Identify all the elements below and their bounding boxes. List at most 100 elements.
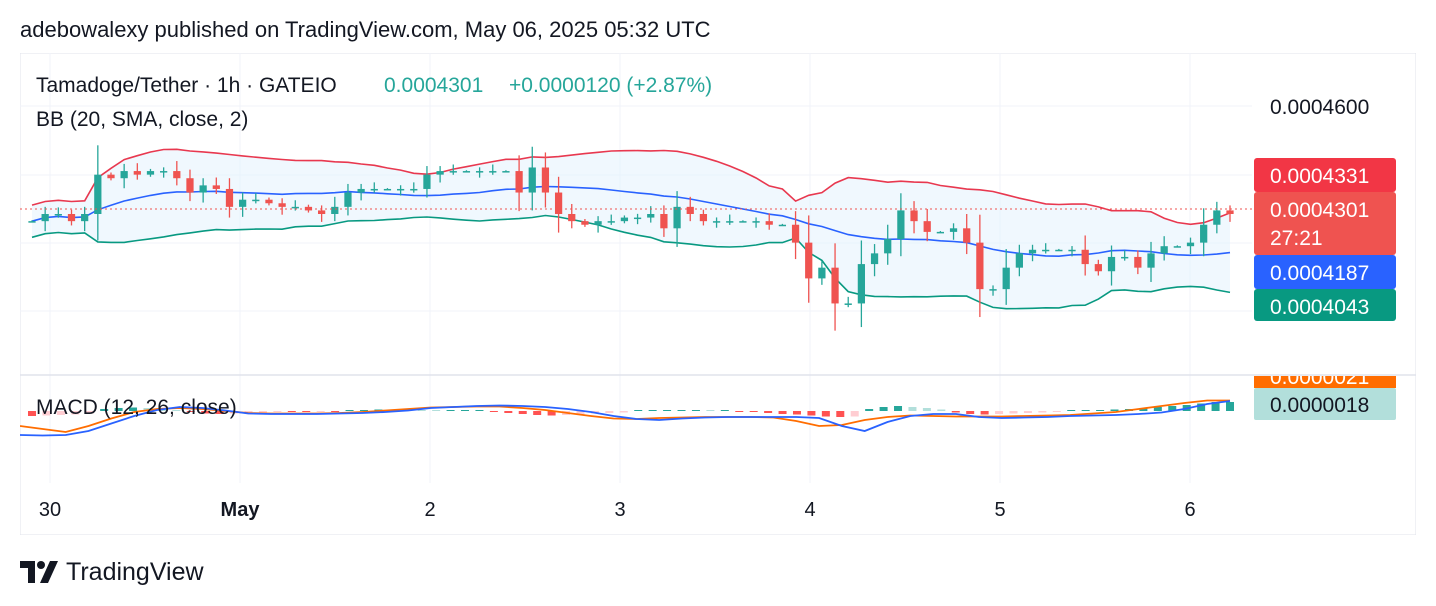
price-axis[interactable]: 0.0004600 0.0004331 0.0004301 27:21 0.000418… [1254, 96, 1396, 420]
candle-body [1186, 242, 1195, 247]
macd-hist-bar [359, 410, 368, 411]
candle-body [554, 192, 563, 214]
bb-upper-price-label: 0.0004331 [1270, 165, 1369, 188]
candle-body [884, 239, 892, 254]
candle-body [1068, 249, 1076, 252]
candle-body [1055, 249, 1063, 252]
macd-hist-bar [648, 410, 657, 411]
candle-body [278, 203, 286, 207]
candle-body [94, 174, 102, 214]
macd-hist-bar [85, 411, 94, 414]
candle-body [423, 174, 431, 189]
price-chart[interactable]: 0.0004600 0.0004331 0.0004301 27:21 0.000418… [19, 52, 1417, 536]
macd-hist-bar [56, 411, 65, 415]
time-axis[interactable]: 30 May 2 3 4 5 6 [39, 499, 1196, 521]
last-price-plate [1254, 192, 1396, 255]
macd-hist-bar [345, 410, 354, 411]
candle-body [1134, 256, 1142, 268]
candle-body [199, 185, 207, 193]
macd-hist-bar [1211, 402, 1220, 411]
candle-body [396, 188, 405, 191]
legend-price: 0.0004301 [384, 74, 483, 97]
macd-hist-bar [172, 410, 181, 411]
macd-hist-bar [432, 410, 441, 411]
candle-body [212, 185, 220, 189]
bb-lower-price-plate [1254, 289, 1396, 321]
candle-body [647, 214, 655, 218]
macd-hist-bar [865, 409, 874, 411]
signal-price-plate [1254, 376, 1396, 388]
macd-hist-bar [1023, 411, 1032, 413]
candle-body [963, 228, 971, 243]
candle-body [541, 167, 550, 193]
macd-hist-bar [720, 410, 729, 411]
candle-body [344, 192, 352, 207]
candle-body [805, 242, 813, 279]
bb-basis-price-label: 0.0004187 [1270, 262, 1369, 285]
candle-body [581, 221, 589, 225]
candle-body [633, 217, 642, 220]
candle-body [318, 210, 326, 214]
macd-hist-bar [1052, 411, 1061, 412]
macd-hist-bar [1081, 410, 1090, 411]
macd-hist-bar [475, 410, 484, 411]
candle-body [1094, 264, 1102, 272]
candle-body [870, 253, 879, 265]
legend-change: +0.0000120 (+2.87%) [509, 74, 712, 97]
macd-hist-bar [749, 411, 758, 412]
chart-frame[interactable]: 0.0004600 0.0004331 0.0004301 27:21 0.000418… [19, 52, 1417, 536]
time-tick-label: 2 [424, 499, 435, 521]
macd-hist-bar [100, 409, 109, 411]
candle-body [528, 167, 536, 193]
macd-hist-bar [922, 408, 931, 411]
macd-hist-bar [201, 411, 210, 414]
macd-hist-bar [836, 411, 845, 417]
macd-hist-bar [821, 411, 830, 417]
macd-hist-bar [908, 407, 917, 411]
candle-body [28, 221, 36, 223]
legend-bb[interactable]: BB (20, SMA, close, 2) [36, 108, 248, 131]
macd-hist-bar [258, 411, 267, 413]
candle-body [1028, 249, 1037, 254]
last-price-label: 0.0004301 [1270, 199, 1369, 222]
macd-hist-bar [1197, 403, 1206, 411]
macd-hist-price-plate [1254, 388, 1396, 420]
candle-body [739, 221, 747, 223]
candle-body [1121, 256, 1129, 259]
macd-hist-price-label: 0.0000018 [1270, 394, 1369, 417]
signal-price-label: 0.0000021 [1270, 366, 1369, 389]
candle-body [897, 210, 905, 240]
macd-hist-bar [129, 407, 138, 411]
candle-body [778, 224, 787, 227]
macd-hist-bar [273, 411, 282, 412]
candle-body [976, 242, 984, 290]
candle-body [54, 214, 62, 216]
candle-body [660, 214, 668, 229]
macd-pane [19, 399, 1234, 437]
macd-hist-bar [489, 411, 498, 412]
candles [28, 145, 1234, 331]
candle-body [252, 199, 260, 202]
candle-body [436, 171, 444, 175]
bb-basis-price-plate [1254, 255, 1396, 289]
candle-body [304, 206, 313, 211]
candle-body [949, 228, 958, 232]
chart-border [19, 52, 1417, 536]
macd-hist-bar [691, 410, 700, 411]
candle-body [265, 199, 273, 204]
candle-body [383, 188, 392, 191]
macd-hist-bar [879, 407, 888, 411]
macd-hist-bar [1139, 408, 1148, 411]
candle-body [752, 221, 760, 223]
candle-body [923, 221, 931, 232]
tradingview-logo-icon[interactable] [20, 561, 58, 583]
macd-line [19, 400, 1231, 437]
legend-macd[interactable]: MACD (12, 26, close) [36, 396, 237, 419]
candle-body [81, 214, 89, 222]
candle-body [410, 188, 418, 191]
candle-body [1002, 267, 1010, 290]
candle-body [1107, 256, 1116, 272]
macd-hist-bar [461, 410, 470, 411]
legend-symbol[interactable]: Tamadoge/Tether · 1h · GATEIO [36, 74, 337, 97]
macd-hist-bar [619, 411, 628, 413]
